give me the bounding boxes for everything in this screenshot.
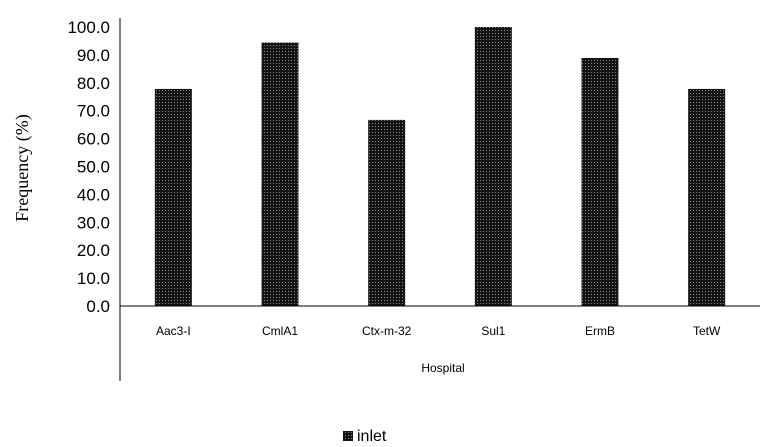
- x-tick-label: CmlA1: [262, 324, 298, 338]
- bars: [154, 27, 726, 307]
- bar: [581, 57, 619, 307]
- y-tick-label: 90.0: [77, 46, 110, 65]
- x-axis-ticks: Aac3-I CmlA1 Ctx-m-32 Sul1 ErmB TetW: [156, 324, 721, 338]
- bar: [154, 88, 192, 306]
- x-tick-label: TetW: [693, 324, 721, 338]
- x-tick-label: Aac3-I: [156, 324, 191, 338]
- bar: [688, 88, 726, 306]
- category-group-label: Hospital: [421, 361, 464, 375]
- legend: inlet: [343, 428, 387, 445]
- y-axis-ticks: 0.0 10.0 20.0 30.0 40.0 50.0 60.0 70.0 80.0 90.0 1…: [67, 18, 110, 316]
- x-tick-label: Ctx-m-32: [362, 324, 412, 338]
- legend-swatch: [343, 431, 353, 441]
- y-tick-label: 40.0: [77, 185, 110, 204]
- bar: [368, 119, 406, 306]
- y-tick-label: 50.0: [77, 158, 110, 177]
- x-tick-label: ErmB: [585, 324, 615, 338]
- y-tick-label: 30.0: [77, 213, 110, 232]
- y-tick-label: 20.0: [77, 241, 110, 260]
- y-axis-title: Frequency (%): [12, 114, 33, 221]
- bar: [474, 27, 512, 306]
- y-tick-label: 10.0: [77, 269, 110, 288]
- y-tick-label: 80.0: [77, 74, 110, 93]
- y-tick-label: 0.0: [86, 297, 110, 316]
- legend-label: inlet: [357, 428, 387, 445]
- bar: [261, 42, 299, 307]
- x-tick-label: Sul1: [481, 324, 505, 338]
- y-tick-label: 70.0: [77, 102, 110, 121]
- y-tick-label: 100.0: [67, 18, 110, 37]
- y-tick-label: 60.0: [77, 130, 110, 149]
